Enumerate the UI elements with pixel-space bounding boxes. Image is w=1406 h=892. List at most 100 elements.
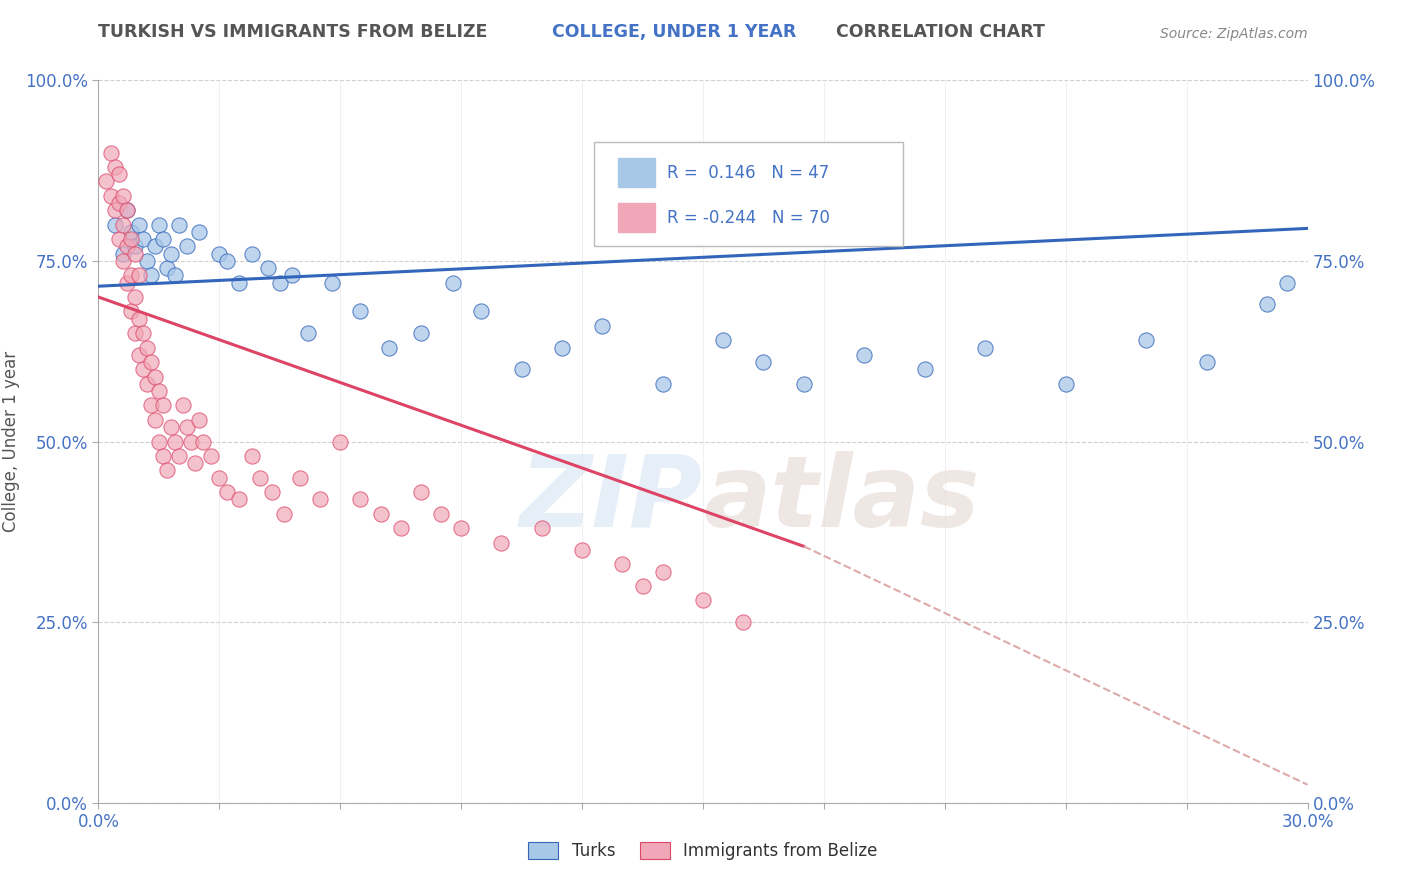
Point xyxy=(143,239,166,253)
Point xyxy=(107,196,129,211)
Point xyxy=(143,413,166,427)
Point xyxy=(793,376,815,391)
Point xyxy=(135,376,157,391)
Point xyxy=(132,232,155,246)
Point xyxy=(139,268,162,283)
Point xyxy=(450,521,472,535)
Point xyxy=(128,348,150,362)
Point xyxy=(120,232,142,246)
Point xyxy=(651,565,673,579)
Point xyxy=(124,239,146,253)
Point xyxy=(309,492,332,507)
Text: ZIP: ZIP xyxy=(520,450,703,548)
Point xyxy=(1054,376,1077,391)
Point xyxy=(370,507,392,521)
Point xyxy=(228,276,250,290)
Point xyxy=(208,246,231,260)
Point xyxy=(591,318,613,333)
Point xyxy=(111,189,134,203)
Point xyxy=(115,203,138,218)
Point xyxy=(156,463,179,477)
Point xyxy=(124,246,146,260)
Text: COLLEGE, UNDER 1 YEAR: COLLEGE, UNDER 1 YEAR xyxy=(551,22,796,40)
Point xyxy=(377,341,399,355)
Point xyxy=(128,311,150,326)
Bar xyxy=(619,158,655,187)
Point xyxy=(530,521,553,535)
Point xyxy=(491,535,513,549)
Point xyxy=(297,326,319,340)
Point xyxy=(228,492,250,507)
Text: CORRELATION CHART: CORRELATION CHART xyxy=(830,22,1045,40)
Point xyxy=(711,334,734,348)
Point xyxy=(111,246,134,260)
Text: R =  0.146   N = 47: R = 0.146 N = 47 xyxy=(666,164,830,182)
Point xyxy=(208,470,231,484)
Point xyxy=(167,449,190,463)
Point xyxy=(184,456,207,470)
Point xyxy=(135,253,157,268)
Point xyxy=(156,261,179,276)
Point xyxy=(160,246,183,260)
Text: atlas: atlas xyxy=(703,450,980,548)
Point xyxy=(124,326,146,340)
Point xyxy=(132,326,155,340)
Point xyxy=(260,485,283,500)
Point xyxy=(115,203,138,218)
Point xyxy=(188,225,211,239)
Point xyxy=(160,420,183,434)
Point xyxy=(571,542,593,557)
Point xyxy=(128,268,150,283)
Point xyxy=(256,261,278,276)
Point xyxy=(1277,276,1299,290)
Point xyxy=(200,449,222,463)
Point xyxy=(139,398,162,412)
Point xyxy=(152,398,174,412)
Point xyxy=(441,276,464,290)
Point xyxy=(631,579,654,593)
Point xyxy=(752,355,775,369)
Point xyxy=(409,485,432,500)
Point xyxy=(1195,355,1218,369)
Text: R = -0.244   N = 70: R = -0.244 N = 70 xyxy=(666,209,830,227)
Point xyxy=(240,246,263,260)
Point xyxy=(148,384,170,398)
Point xyxy=(273,507,295,521)
Point xyxy=(107,232,129,246)
Y-axis label: College, Under 1 year: College, Under 1 year xyxy=(3,351,20,533)
Point xyxy=(612,558,634,572)
Point xyxy=(470,304,492,318)
Point xyxy=(143,369,166,384)
Point xyxy=(163,434,186,449)
Point xyxy=(152,232,174,246)
Point xyxy=(103,203,125,218)
Point xyxy=(120,225,142,239)
Point xyxy=(651,376,673,391)
Point xyxy=(329,434,352,449)
Point xyxy=(176,239,198,253)
Point xyxy=(120,304,142,318)
Point xyxy=(120,268,142,283)
Point xyxy=(692,593,714,607)
Point xyxy=(111,218,134,232)
Point xyxy=(176,420,198,434)
Point xyxy=(139,355,162,369)
Point xyxy=(1256,297,1278,311)
Point xyxy=(409,326,432,340)
Point xyxy=(281,268,304,283)
Point xyxy=(167,218,190,232)
Bar xyxy=(619,203,655,232)
Point xyxy=(180,434,202,449)
Point xyxy=(135,341,157,355)
Point xyxy=(240,449,263,463)
Point xyxy=(148,218,170,232)
Point xyxy=(124,290,146,304)
Legend: Turks, Immigrants from Belize: Turks, Immigrants from Belize xyxy=(522,835,884,867)
FancyBboxPatch shape xyxy=(595,142,903,246)
Text: TURKISH VS IMMIGRANTS FROM BELIZE: TURKISH VS IMMIGRANTS FROM BELIZE xyxy=(98,22,494,40)
Point xyxy=(100,189,122,203)
Point xyxy=(111,253,134,268)
Point xyxy=(103,160,125,174)
Point xyxy=(217,253,239,268)
Point xyxy=(152,449,174,463)
